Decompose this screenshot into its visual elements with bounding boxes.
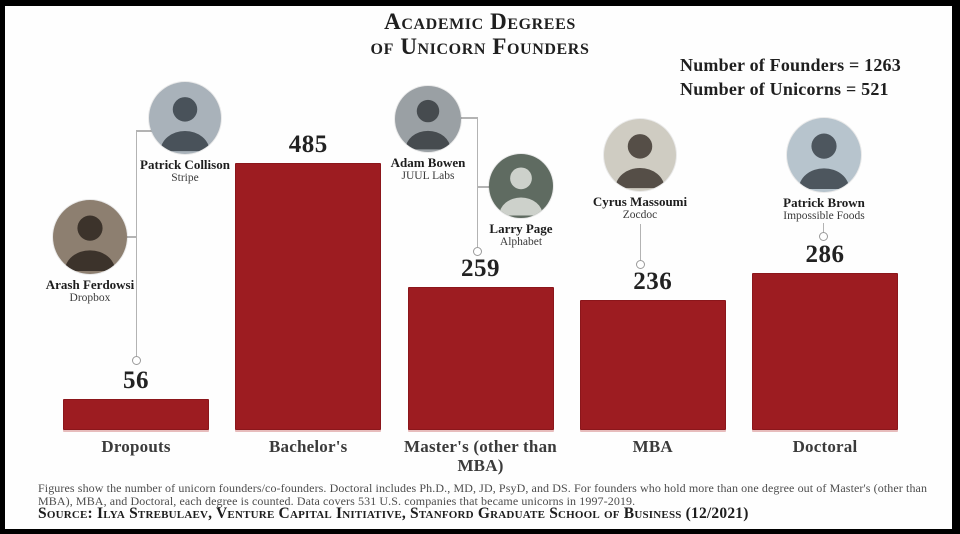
connector-dot <box>818 232 828 241</box>
founder-company: Zocdoc <box>622 209 658 221</box>
person-icon <box>615 134 665 189</box>
person-icon <box>64 215 116 272</box>
connector-line <box>639 224 641 261</box>
bar-value-master-s-other-than-mba: 259 <box>461 255 500 282</box>
bar-label-master-s-other-than-mba: Master's (other than MBA) <box>404 437 557 475</box>
founder-name: Patrick Collison <box>140 157 230 172</box>
connector-line <box>136 130 152 132</box>
unicorns-count: Number of Unicorns = 521 <box>680 79 889 99</box>
title-line-1: Academic Degrees <box>384 9 576 34</box>
connector-dot <box>472 247 482 256</box>
founder-photo <box>149 82 221 154</box>
founder-company: Stripe <box>171 172 199 184</box>
founder-name: Cyrus Massoumi <box>592 194 688 209</box>
bar-value-bachelor-s: 485 <box>288 131 328 158</box>
person-icon <box>499 167 543 216</box>
founder-photo <box>395 86 461 152</box>
bar-label-dropouts: Dropouts <box>101 437 171 456</box>
founder-name: Patrick Brown <box>783 195 865 210</box>
connector-dot <box>635 260 645 269</box>
founder-company: Dropbox <box>69 292 111 304</box>
founder-photo <box>53 200 127 274</box>
connector-line <box>476 117 478 247</box>
bar-value-mba: 236 <box>633 268 673 295</box>
founder-name: Adam Bowen <box>390 155 466 170</box>
bar-doctoral <box>752 273 898 430</box>
bar-label-doctoral: Doctoral <box>792 437 858 456</box>
bar-bachelor-s <box>235 163 382 430</box>
bar-dropouts <box>63 399 209 430</box>
founder-photo <box>787 118 861 192</box>
connector-line <box>127 236 136 238</box>
bar-label-mba: MBA <box>632 437 673 456</box>
connector-line <box>461 117 477 119</box>
person-icon <box>160 97 210 152</box>
person-icon <box>798 133 850 190</box>
title-line-2: of Unicorn Founders <box>370 34 590 59</box>
founder-name: Arash Ferdowsi <box>45 277 135 292</box>
connector-line <box>135 130 137 357</box>
bar-master-s-other-than-mba <box>407 287 554 430</box>
founder-company: JUUL Labs <box>401 170 455 182</box>
connector-dot <box>132 356 141 365</box>
summary-stats: Number of Founders = 1263 Number of Unic… <box>680 53 901 101</box>
person-icon <box>405 99 451 150</box>
founder-photo <box>489 154 553 218</box>
founders-count: Number of Founders = 1263 <box>680 55 901 75</box>
founder-photo <box>604 119 676 191</box>
founder-company: Alphabet <box>499 236 543 248</box>
bar-value-dropouts: 56 <box>123 367 149 394</box>
bar-label-bachelor-s: Bachelor's <box>269 437 348 456</box>
bar-value-doctoral: 286 <box>805 241 845 268</box>
founder-company: Impossible Foods <box>783 210 865 222</box>
founder-name: Larry Page <box>489 221 553 236</box>
connector-line <box>477 186 490 188</box>
page-title: Academic Degrees of Unicorn Founders <box>0 9 960 59</box>
bar-mba <box>579 300 726 430</box>
connector-line <box>822 223 824 233</box>
figure-footnote: Figures show the number of unicorn found… <box>38 481 928 508</box>
source-credit: Source: Ilya Strebulaev, Venture Capital… <box>38 505 749 522</box>
